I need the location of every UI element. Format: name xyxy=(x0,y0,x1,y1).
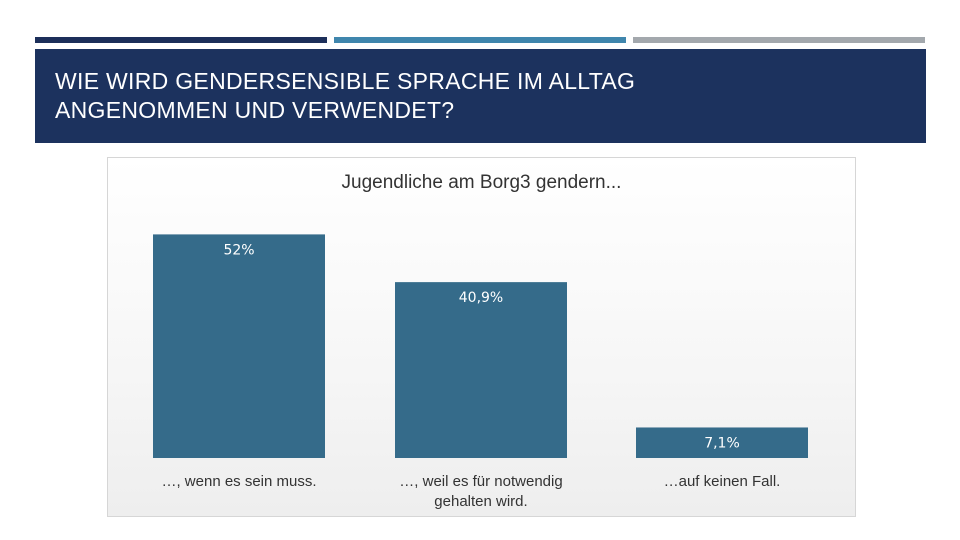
accent-bar-blue xyxy=(334,37,626,43)
category-label-1: …, wenn es sein muss. xyxy=(161,473,316,490)
chart-title: Jugendliche am Borg3 gendern... xyxy=(341,172,622,193)
data-label-2: 40,9% xyxy=(459,290,503,306)
slide-title: WIE WIRD GENDERSENSIBLE SPRACHE IM ALLTA… xyxy=(55,67,895,125)
slide-title-line-2: ANGENOMMEN UND VERWENDET? xyxy=(55,97,455,123)
data-label-3: 7,1% xyxy=(704,435,740,451)
category-label-2-line-2: gehalten wird. xyxy=(434,493,527,510)
accent-bar-gray xyxy=(633,37,925,43)
title-band: WIE WIRD GENDERSENSIBLE SPRACHE IM ALLTA… xyxy=(35,49,926,143)
category-label-2-line-1: …, weil es für notwendig xyxy=(399,473,562,490)
accent-bar-dark xyxy=(35,37,327,43)
bar-3 xyxy=(636,427,808,458)
data-label-1: 52% xyxy=(223,242,254,258)
slide-title-line-1: WIE WIRD GENDERSENSIBLE SPRACHE IM ALLTA… xyxy=(55,68,636,94)
chart-area: Jugendliche am Borg3 gendern... 52% …, we… xyxy=(107,157,856,517)
bar-chart: 52% …, wenn es sein muss. 40,9% …, weil es … xyxy=(153,234,808,510)
bar-2 xyxy=(395,282,567,458)
bar-1 xyxy=(153,234,325,458)
category-label-3: …auf keinen Fall. xyxy=(664,473,781,490)
